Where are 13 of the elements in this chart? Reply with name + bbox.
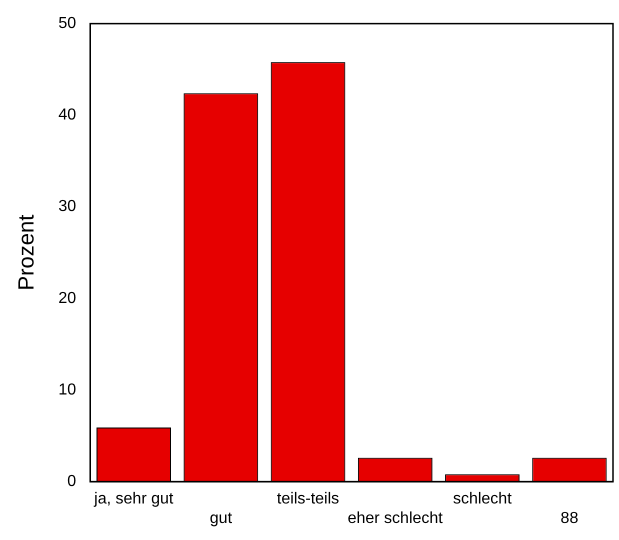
- x-tick-label: eher schlecht: [348, 510, 444, 527]
- y-tick-label: 20: [58, 290, 76, 307]
- x-tick-label: gut: [210, 510, 233, 527]
- y-tick-label: 40: [58, 106, 76, 124]
- y-tick-label: 10: [58, 381, 76, 398]
- y-axis-title: Prozent: [13, 214, 38, 291]
- x-tick-label: 88: [560, 510, 578, 527]
- y-tick-label: 50: [58, 15, 76, 32]
- x-tick-label: schlecht: [452, 490, 512, 508]
- y-tick-label: 0: [67, 473, 76, 490]
- y-tick-label: 30: [58, 198, 76, 216]
- x-tick-label: ja, sehr gut: [93, 490, 174, 508]
- x-tick-label: teils-teils: [276, 490, 340, 508]
